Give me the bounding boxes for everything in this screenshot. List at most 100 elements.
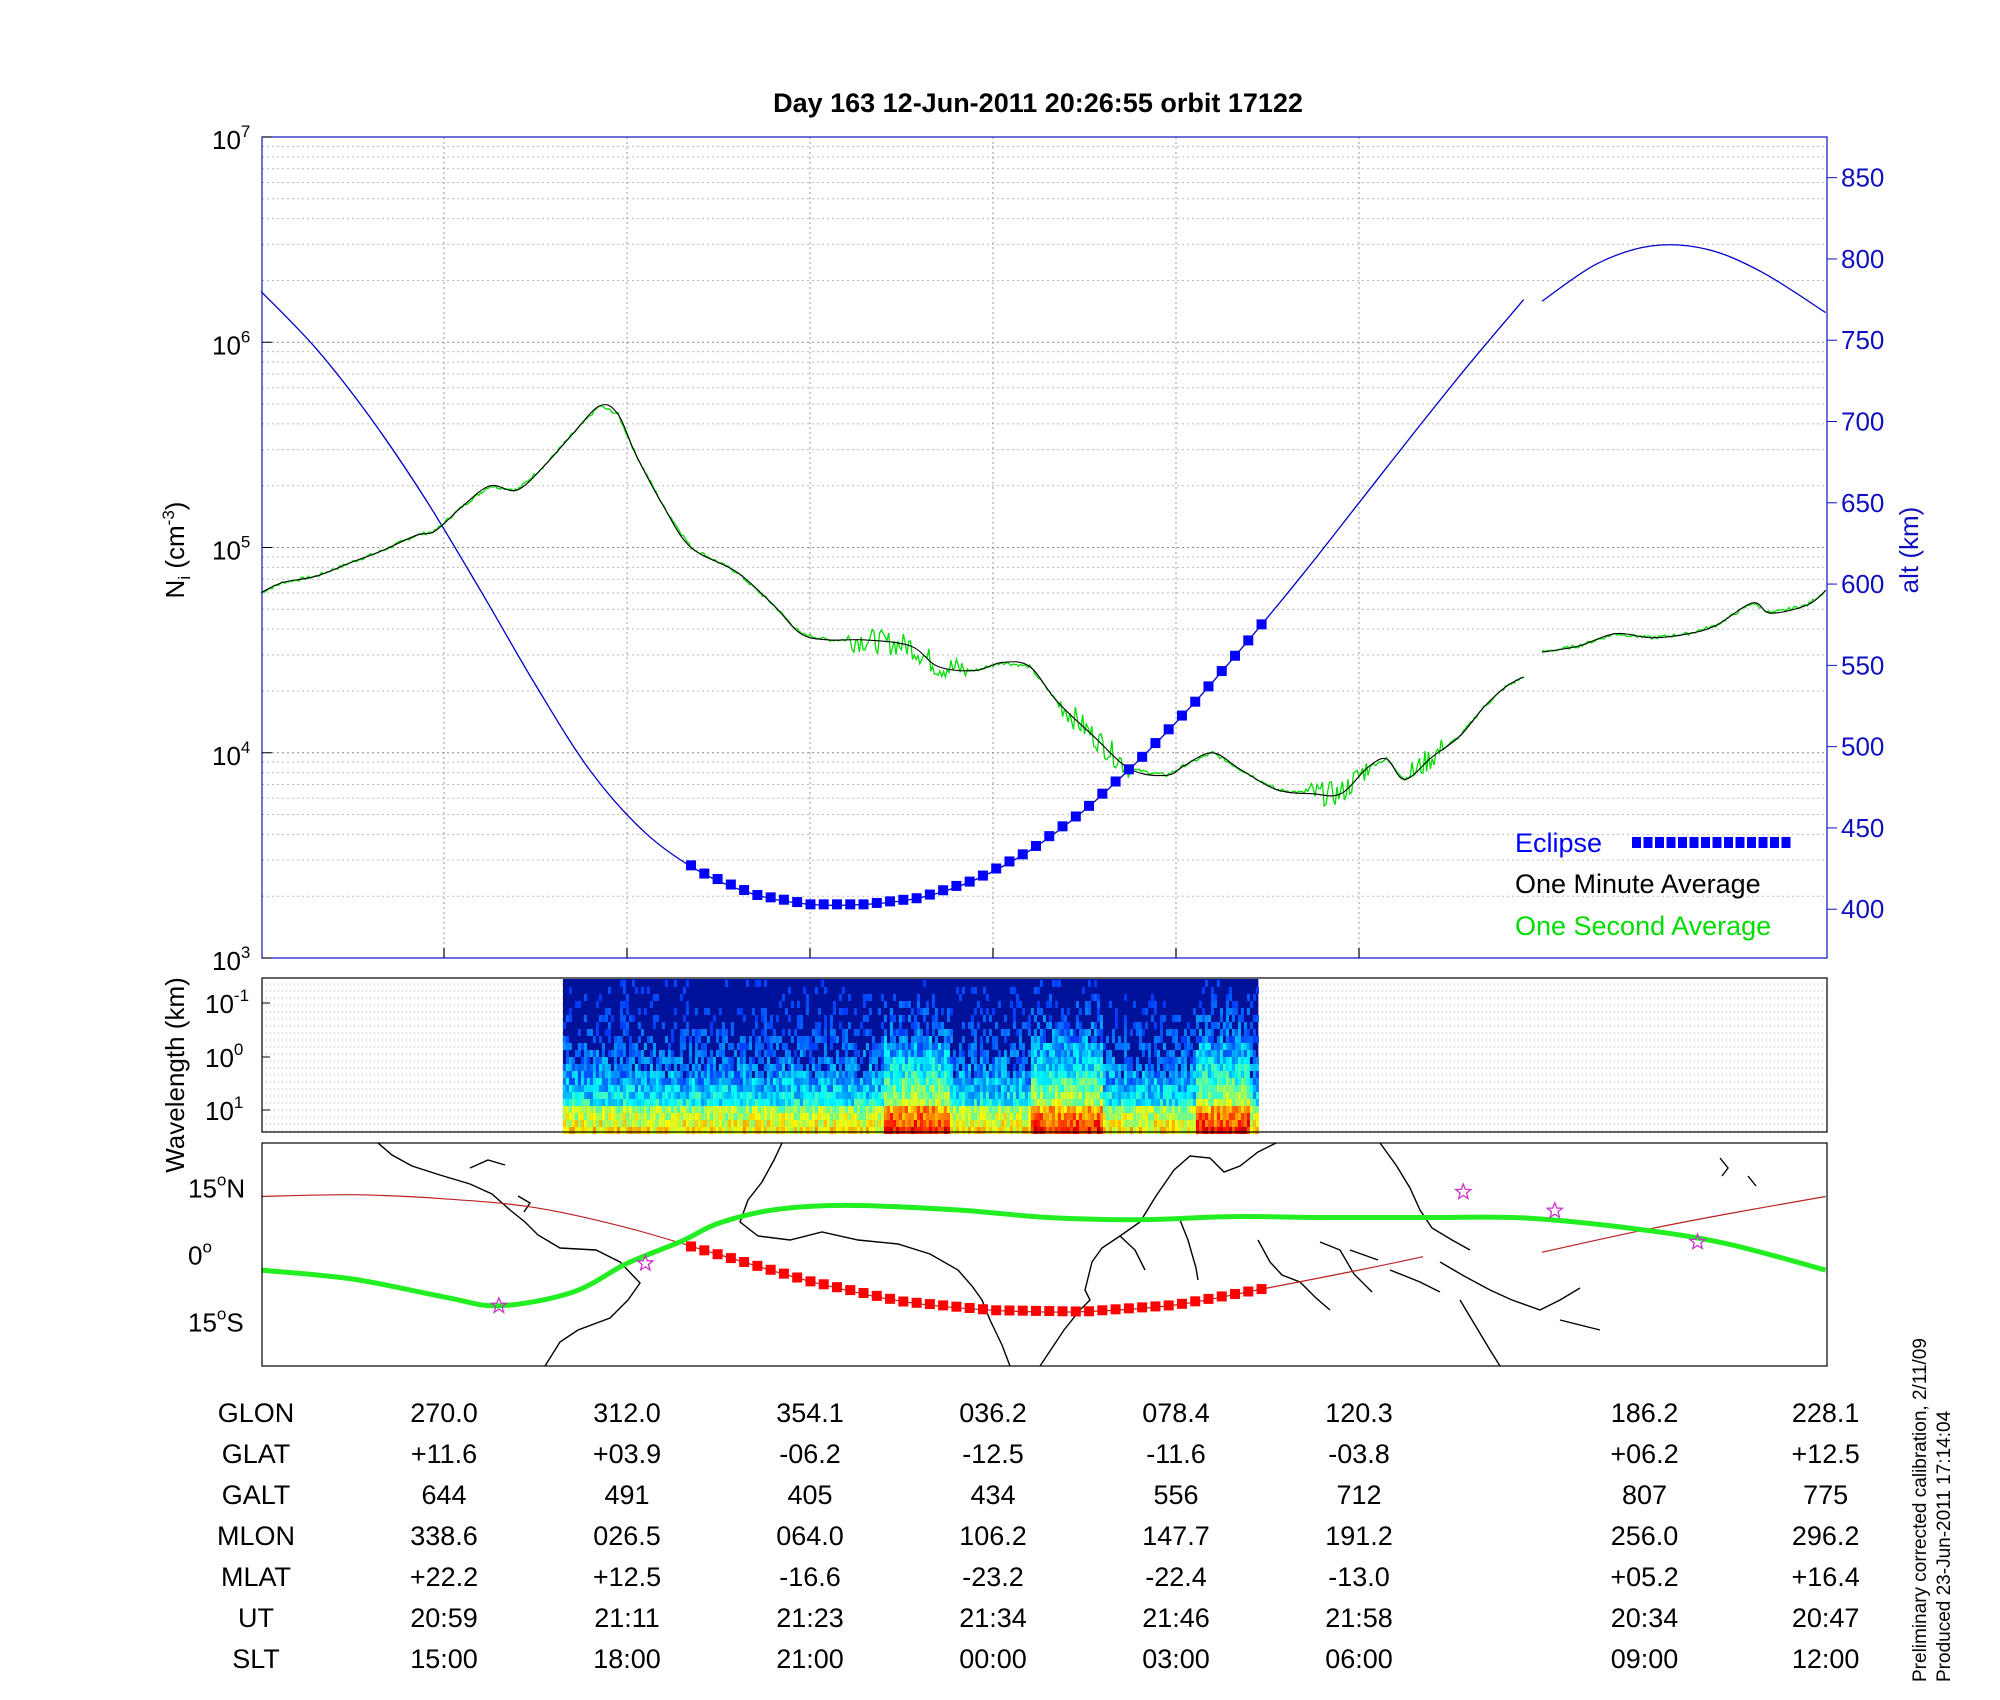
spectrogram-cell — [1093, 1029, 1097, 1036]
spectrogram-cell — [745, 1043, 749, 1050]
spectrogram-cell — [700, 1078, 704, 1085]
spectrogram-cell — [1213, 1022, 1217, 1029]
spectrogram-cell — [1105, 1092, 1109, 1099]
spectrogram-cell — [613, 1092, 617, 1099]
spectrogram-cell — [1201, 1078, 1205, 1085]
spectrogram-cell — [826, 1085, 830, 1092]
spectrogram-cell — [1027, 1071, 1031, 1078]
spectrogram-cell — [961, 1085, 965, 1092]
spectrogram-cell — [1060, 1106, 1064, 1113]
spectrogram-cell — [943, 1120, 947, 1127]
spectrogram-cell — [742, 1085, 746, 1092]
spectrogram-cell — [823, 1043, 827, 1050]
eclipse-marker — [1150, 738, 1161, 749]
spectrogram-cell — [1195, 1120, 1199, 1127]
spectrogram-cell — [589, 1064, 593, 1071]
spectrogram-cell — [1207, 1099, 1211, 1106]
spectrogram-cell — [745, 1092, 749, 1099]
spectrogram-cell — [778, 1064, 782, 1071]
spectrogram-cell — [997, 1099, 1001, 1106]
spectrogram-cell — [919, 1057, 923, 1064]
spectrogram-cell — [721, 1057, 725, 1064]
spectrogram-cell — [937, 1120, 941, 1127]
spectrogram-cell — [832, 1008, 836, 1015]
spectrogram-cell — [754, 1064, 758, 1071]
spectrogram-cell — [1072, 1099, 1076, 1106]
coastline — [1559, 1319, 1601, 1331]
spectrogram-cell — [628, 1085, 632, 1092]
spectrogram-cell — [721, 1099, 725, 1106]
spectrogram-cell — [901, 1064, 905, 1071]
spectrogram-cell — [1210, 1099, 1214, 1106]
spectrogram-cell — [1030, 1071, 1034, 1078]
spectrogram-cell — [1162, 1092, 1166, 1099]
spectrogram-cell — [1069, 1099, 1073, 1106]
spectrogram-cell — [814, 1106, 818, 1113]
spectrogram-cell — [598, 1036, 602, 1043]
spectrogram-cell — [823, 1113, 827, 1120]
spectrogram-cell — [1198, 1092, 1202, 1099]
spectrogram-cell — [937, 1106, 941, 1113]
spectrogram-cell — [787, 1029, 791, 1036]
spectrogram-cell — [1012, 1120, 1016, 1127]
spectrogram-cell — [943, 1127, 947, 1134]
spectrogram-cell — [778, 1085, 782, 1092]
spectrogram-cell — [1240, 1043, 1244, 1050]
spectrogram-cell — [1210, 1043, 1214, 1050]
spectrogram-cell — [643, 1113, 647, 1120]
spectrogram-cell — [925, 1071, 929, 1078]
spectrogram-cell — [1141, 1050, 1145, 1057]
spectrogram-cell — [916, 1043, 920, 1050]
spectrogram-cell — [1105, 1085, 1109, 1092]
spectrogram-cell — [919, 1106, 923, 1113]
legend-eclipse-marker — [1758, 837, 1768, 848]
spectrogram-cell — [688, 1099, 692, 1106]
spectrogram-cell — [1153, 1085, 1157, 1092]
spectrogram-cell — [1057, 1029, 1061, 1036]
spectrogram-cell — [1132, 1113, 1136, 1120]
spectrogram-cell — [676, 1106, 680, 1113]
spectrogram-cell — [1207, 1085, 1211, 1092]
spectrogram-cell — [931, 1099, 935, 1106]
eclipse-marker — [699, 868, 710, 879]
spectrogram-cell — [1165, 1127, 1169, 1134]
spectrogram-cell — [781, 1029, 785, 1036]
spectrogram-cell — [922, 1015, 926, 1022]
spectrogram-cell — [814, 1120, 818, 1127]
spectrogram-cell — [796, 1071, 800, 1078]
spectrogram-cell — [751, 1085, 755, 1092]
y-tick-label: 105 — [212, 533, 250, 566]
eclipse-marker — [1256, 619, 1267, 630]
spectrogram-cell — [1183, 1085, 1187, 1092]
spectrogram-cell — [607, 1106, 611, 1113]
spectrogram-cell — [880, 1064, 884, 1071]
spectrogram-cell — [835, 1036, 839, 1043]
eclipse-track-marker — [871, 1290, 882, 1301]
spectrogram-cell — [739, 1057, 743, 1064]
legend-second-label: One Second Average — [1515, 911, 1771, 941]
spectrogram-cell — [781, 1064, 785, 1071]
spectrogram-cell — [886, 1120, 890, 1127]
spectrogram-cell — [721, 1127, 725, 1134]
spectrogram-cell — [565, 1099, 569, 1106]
spectrogram-cell — [853, 1071, 857, 1078]
spectrogram-cell — [1102, 1106, 1106, 1113]
spectrogram-cell — [1180, 1071, 1184, 1078]
spectrogram-cell — [982, 1113, 986, 1120]
spectrogram-cell — [895, 1106, 899, 1113]
spectrogram-cell — [1033, 1099, 1037, 1106]
spectrogram-cell — [607, 1050, 611, 1057]
table-cell: 06:00 — [1325, 1644, 1393, 1674]
spectrogram-cell — [595, 1113, 599, 1120]
spectrogram-cell — [1213, 1078, 1217, 1085]
spectrogram-cell — [1129, 1071, 1133, 1078]
spectrogram-cell — [721, 1113, 725, 1120]
spectrogram-cell — [1093, 1106, 1097, 1113]
spectrogram-cell — [583, 1057, 587, 1064]
spectrogram-cell — [1171, 1057, 1175, 1064]
spectrogram-cell — [805, 1078, 809, 1085]
spectrogram-cell — [985, 1057, 989, 1064]
spectrogram-cell — [1012, 1043, 1016, 1050]
spectrogram-cell — [1117, 1099, 1121, 1106]
spectrogram-cell — [1162, 1078, 1166, 1085]
